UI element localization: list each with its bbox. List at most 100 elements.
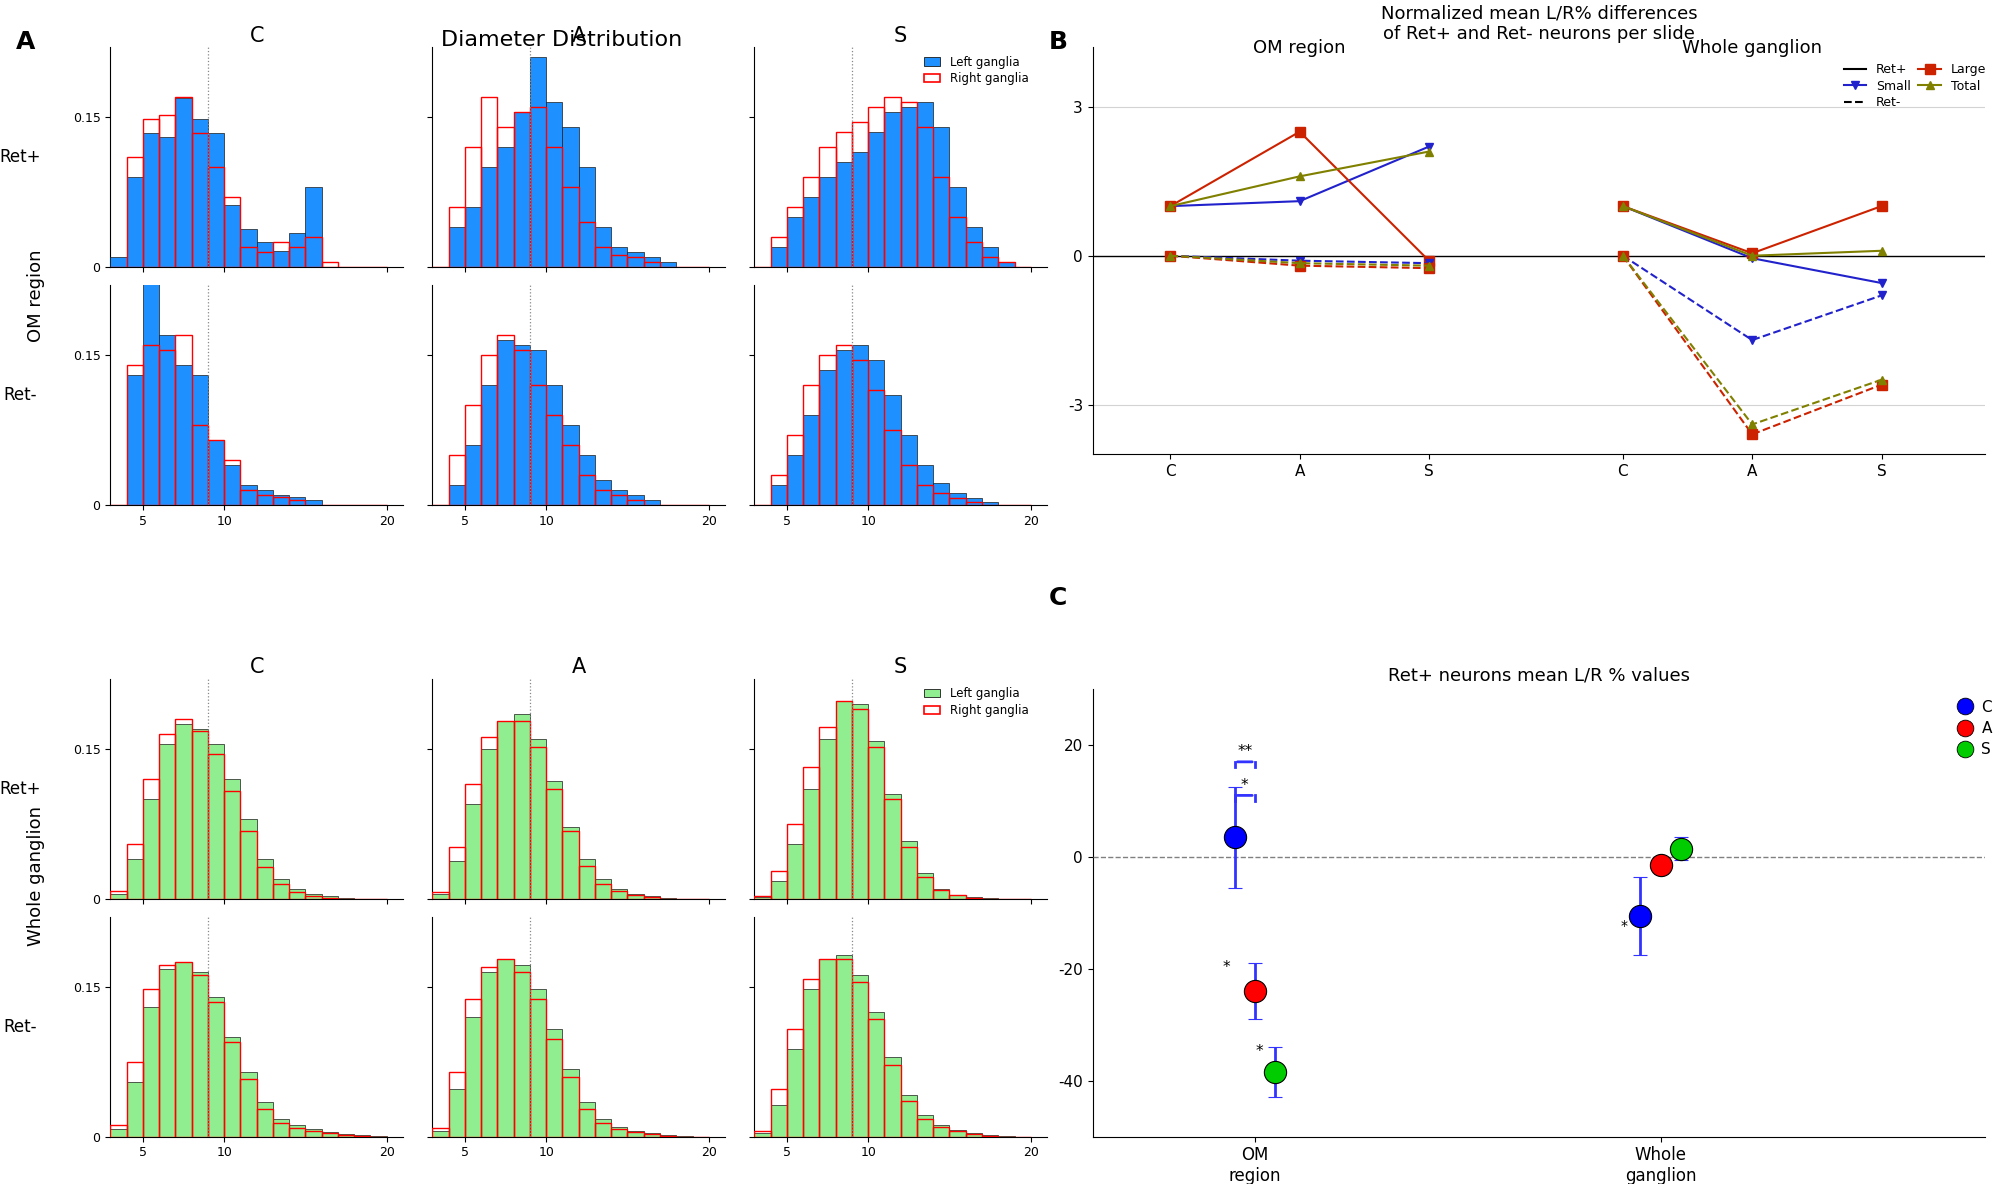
Bar: [529, 998, 545, 1137]
Bar: [966, 498, 982, 506]
Bar: [804, 979, 820, 1137]
Text: Whole ganglion: Whole ganglion: [1682, 39, 1823, 57]
Title: C: C: [249, 657, 265, 677]
Bar: [754, 896, 770, 899]
Bar: [273, 879, 289, 899]
Bar: [257, 243, 273, 268]
Bar: [660, 1134, 676, 1137]
Bar: [884, 1064, 900, 1137]
Bar: [852, 982, 868, 1137]
Bar: [804, 767, 820, 899]
Bar: [561, 831, 579, 899]
Bar: [174, 335, 192, 506]
Bar: [192, 729, 209, 899]
Bar: [884, 112, 900, 268]
Legend: Left ganglia, Right ganglia: Left ganglia, Right ganglia: [920, 684, 1031, 719]
Bar: [836, 701, 852, 899]
Bar: [786, 844, 804, 899]
Bar: [174, 719, 192, 899]
Bar: [513, 112, 529, 268]
Bar: [644, 1133, 660, 1137]
Bar: [950, 1131, 966, 1137]
Bar: [126, 844, 142, 899]
Bar: [225, 205, 241, 268]
Title: C: C: [249, 26, 265, 46]
Bar: [820, 959, 836, 1137]
Bar: [579, 455, 595, 506]
Bar: [628, 495, 644, 506]
Bar: [449, 1088, 465, 1137]
Bar: [142, 779, 158, 899]
Bar: [595, 480, 612, 506]
Bar: [192, 974, 209, 1137]
Bar: [595, 879, 612, 899]
Bar: [241, 1072, 257, 1137]
Bar: [595, 1119, 612, 1137]
Bar: [529, 385, 545, 506]
Bar: [932, 178, 950, 268]
Bar: [884, 395, 900, 506]
Bar: [209, 440, 225, 506]
Bar: [900, 841, 916, 899]
Title: S: S: [894, 26, 908, 46]
Bar: [209, 167, 225, 268]
Bar: [257, 867, 273, 899]
Title: Ret+ neurons mean L/R % values: Ret+ neurons mean L/R % values: [1387, 667, 1690, 684]
Bar: [628, 894, 644, 899]
Bar: [561, 187, 579, 268]
Bar: [852, 974, 868, 1137]
Bar: [142, 1006, 158, 1137]
Bar: [932, 1125, 950, 1137]
Bar: [770, 485, 786, 506]
Bar: [579, 858, 595, 899]
Bar: [770, 238, 786, 268]
Bar: [545, 102, 561, 268]
Bar: [433, 894, 449, 899]
Bar: [579, 1101, 595, 1137]
Bar: [241, 230, 257, 268]
Bar: [545, 1029, 561, 1137]
Bar: [868, 108, 884, 268]
Bar: [110, 892, 126, 899]
Bar: [852, 345, 868, 506]
Bar: [497, 335, 513, 506]
Bar: [339, 1133, 355, 1137]
Bar: [770, 1088, 786, 1137]
Bar: [804, 178, 820, 268]
Bar: [513, 345, 529, 506]
Bar: [545, 147, 561, 268]
Bar: [225, 791, 241, 899]
Text: C: C: [1049, 586, 1067, 610]
Bar: [305, 1131, 321, 1137]
Text: Diameter Distribution: Diameter Distribution: [441, 30, 682, 50]
Bar: [257, 495, 273, 506]
Bar: [209, 1002, 225, 1137]
Bar: [142, 345, 158, 506]
Bar: [433, 1127, 449, 1137]
Bar: [966, 227, 982, 268]
Bar: [770, 871, 786, 899]
Bar: [868, 741, 884, 899]
Bar: [126, 858, 142, 899]
Bar: [900, 1101, 916, 1137]
Bar: [950, 218, 966, 268]
Bar: [820, 355, 836, 506]
Text: *: *: [1620, 919, 1628, 933]
Bar: [209, 754, 225, 899]
Bar: [529, 350, 545, 506]
Bar: [142, 265, 158, 506]
Bar: [579, 475, 595, 506]
Bar: [868, 1018, 884, 1137]
Bar: [529, 108, 545, 268]
Bar: [998, 263, 1015, 268]
Bar: [900, 102, 916, 268]
Bar: [754, 1131, 770, 1137]
Bar: [950, 187, 966, 268]
Bar: [644, 500, 660, 506]
Bar: [158, 350, 174, 506]
Bar: [884, 97, 900, 268]
Bar: [900, 435, 916, 506]
Bar: [174, 98, 192, 268]
Bar: [579, 223, 595, 268]
Bar: [932, 1127, 950, 1137]
